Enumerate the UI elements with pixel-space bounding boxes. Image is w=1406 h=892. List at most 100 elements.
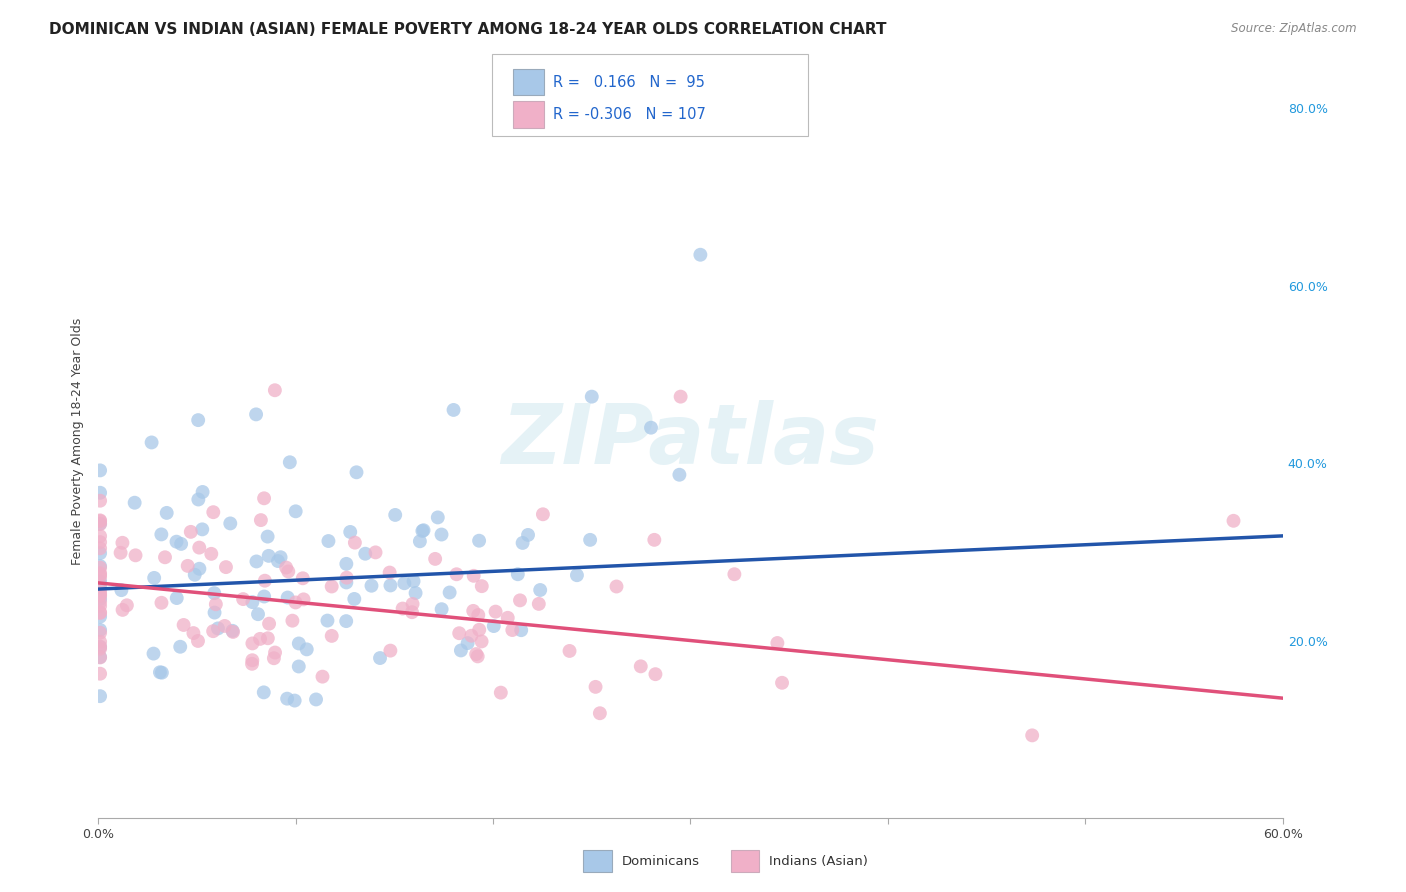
Point [89, 588, 111, 602]
Point [343, 535, 366, 549]
Point [153, 550, 176, 565]
Point [439, 585, 461, 599]
Point [509, 593, 531, 607]
Point [412, 523, 434, 537]
Point [89, 582, 111, 597]
Point [202, 586, 225, 600]
Point [277, 591, 299, 605]
Point [222, 624, 245, 639]
Point [184, 567, 207, 582]
Point [668, 467, 690, 482]
Point [89, 650, 111, 665]
Point [207, 622, 229, 636]
Point [468, 623, 491, 637]
Point [202, 624, 225, 639]
Point [257, 616, 280, 631]
Point [463, 604, 485, 618]
Point [256, 632, 278, 646]
Point [288, 636, 311, 650]
Text: R =   0.166   N =  95: R = 0.166 N = 95 [553, 75, 704, 89]
Point [142, 647, 165, 661]
Point [409, 534, 432, 549]
Point [291, 571, 314, 585]
Point [183, 626, 205, 640]
Point [89, 623, 111, 637]
Point [449, 626, 471, 640]
Point [263, 651, 285, 665]
Point [240, 657, 263, 671]
Point [457, 636, 479, 650]
Point [221, 624, 243, 638]
Point [669, 390, 692, 404]
Point [343, 591, 366, 606]
Point [89, 529, 111, 543]
Point [468, 533, 491, 548]
Point [247, 607, 270, 622]
Point [380, 643, 402, 657]
Point [766, 636, 789, 650]
Point [510, 623, 533, 637]
Point [581, 390, 603, 404]
Point [89, 463, 111, 477]
Point [630, 659, 652, 673]
Point [89, 578, 111, 592]
Point [169, 640, 191, 654]
Point [170, 537, 193, 551]
Point [89, 493, 111, 508]
Point [589, 706, 612, 721]
Point [482, 619, 505, 633]
Point [150, 596, 173, 610]
Point [215, 560, 238, 574]
Point [141, 435, 163, 450]
Point [149, 665, 172, 680]
Point [484, 605, 506, 619]
Point [187, 634, 209, 648]
Point [378, 566, 401, 580]
Point [364, 545, 387, 559]
Point [471, 579, 494, 593]
Point [321, 579, 343, 593]
Point [401, 597, 423, 611]
Point [150, 527, 173, 541]
Point [89, 541, 111, 556]
Point [89, 570, 111, 584]
Point [89, 559, 111, 574]
Point [89, 589, 111, 603]
Point [200, 547, 222, 561]
Point [89, 516, 111, 531]
Point [284, 693, 307, 707]
Point [191, 485, 214, 500]
Text: Source: ZipAtlas.com: Source: ZipAtlas.com [1232, 22, 1357, 36]
Point [205, 597, 228, 611]
Point [232, 592, 254, 607]
Point [281, 614, 304, 628]
Point [531, 508, 554, 522]
Point [89, 599, 111, 613]
Text: R = -0.306   N = 107: R = -0.306 N = 107 [553, 107, 706, 121]
Point [89, 640, 111, 654]
Point [177, 558, 200, 573]
Point [565, 568, 588, 582]
Point [471, 634, 494, 648]
Point [277, 565, 299, 579]
Point [89, 591, 111, 606]
Point [256, 530, 278, 544]
Point [115, 599, 138, 613]
Point [253, 574, 276, 588]
Point [89, 535, 111, 549]
Point [89, 689, 111, 703]
Text: DOMINICAN VS INDIAN (ASIAN) FEMALE POVERTY AMONG 18-24 YEAR OLDS CORRELATION CHA: DOMINICAN VS INDIAN (ASIAN) FEMALE POVER… [49, 22, 887, 37]
Point [1021, 728, 1043, 742]
Point [187, 413, 209, 427]
Point [89, 666, 111, 681]
Point [489, 686, 512, 700]
Point [257, 549, 280, 563]
Point [264, 383, 287, 397]
Point [605, 580, 627, 594]
Y-axis label: Female Poverty Among 18-24 Year Olds: Female Poverty Among 18-24 Year Olds [72, 318, 84, 565]
Point [411, 524, 433, 538]
Point [89, 606, 111, 620]
Point [110, 583, 132, 598]
Point [242, 595, 264, 609]
Point [405, 586, 427, 600]
